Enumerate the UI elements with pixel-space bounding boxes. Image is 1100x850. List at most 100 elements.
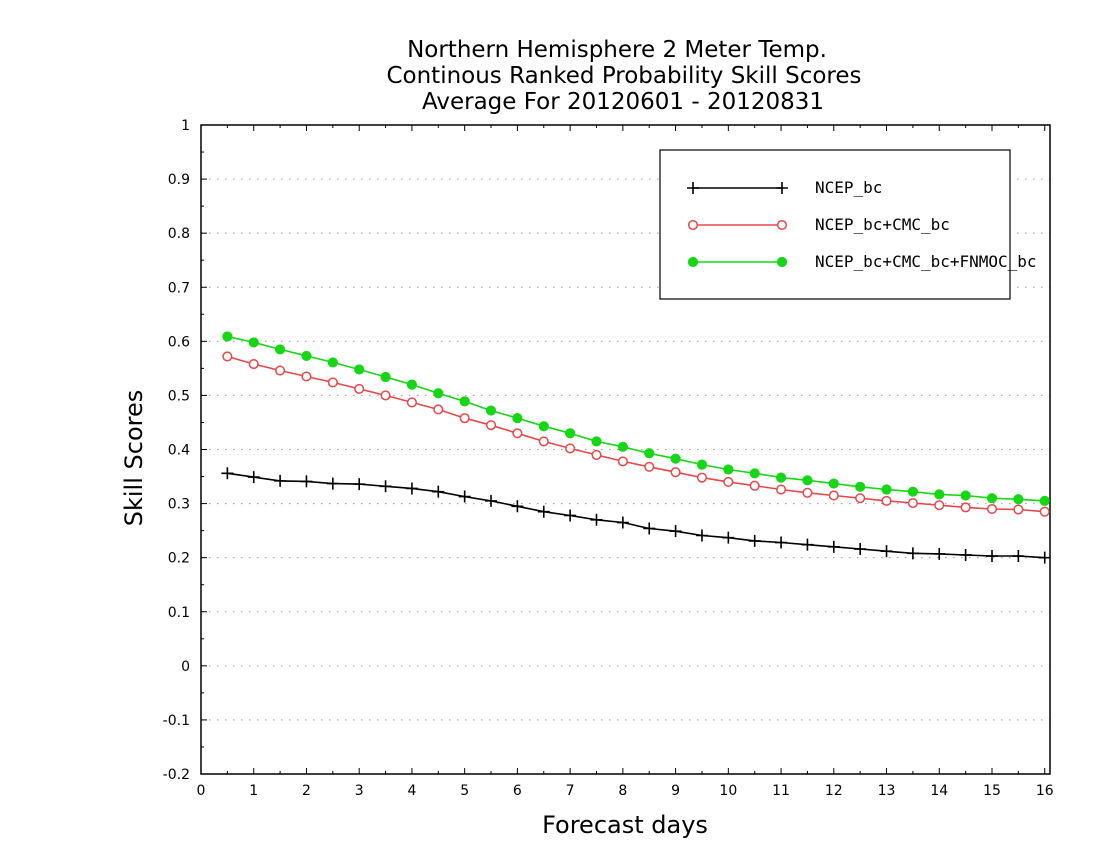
data-point-ncep-bc-cmc-bc-fnmoc-bc [301,350,312,362]
data-point-ncep-bc [643,522,656,535]
data-point-ncep-bc-cmc-bc [512,428,523,439]
data-point-ncep-bc [827,540,840,553]
data-point-ncep-bc-cmc-bc [776,484,787,495]
y-tick-label: 0.3 [168,497,190,513]
data-point-ncep-bc-cmc-bc [907,497,918,509]
data-point-ncep-bc [485,494,498,507]
data-point-ncep-bc [247,471,260,484]
data-point-ncep-bc-cmc-bc [644,461,655,472]
data-point-ncep-bc-cmc-bc [1039,506,1050,517]
legend-marker [687,182,699,194]
series-line-ncep-bc [227,472,1045,559]
data-point-ncep-bc [801,538,814,551]
data-point-ncep-bc-cmc-bc [275,365,286,376]
data-point-ncep-bc [880,545,893,558]
legend-item-ncep-bc-cmc-bc-fnmoc-bc: NCEP_bc+CMC_bc+FNMOC_bc [687,252,1037,271]
data-point-ncep-bc [695,529,708,542]
y-tick-label: -0.1 [163,713,190,729]
x-tick-label: 5 [460,783,469,799]
data-point-ncep-bc-cmc-bc-fnmoc-bc [696,459,708,470]
data-point-ncep-bc [300,475,313,488]
data-point-ncep-bc-cmc-bc [855,493,866,504]
data-point-ncep-bc-cmc-bc-fnmoc-bc [433,388,444,399]
legend: NCEP_bc NCEP_bc+CMC_bc NCEP_bc+CMC_bc+FNMO… [659,149,1037,300]
data-point-ncep-bc-cmc-bc [934,500,945,511]
data-point-ncep-bc-cmc-bc-fnmoc-bc [828,478,839,489]
data-point-ncep-bc-cmc-bc-fnmoc-bc [538,421,549,432]
data-point-ncep-bc-cmc-bc-fnmoc-bc [775,472,787,483]
data-point-ncep-bc-cmc-bc [828,490,839,501]
data-point-ncep-bc-cmc-bc-fnmoc-bc [248,337,259,348]
x-tick-labels: 0 1 2 3 4 5 6 7 8 9 10 11 12 13 14 15 16 [197,783,1054,799]
y-axis-title: Skill Scores [120,390,148,527]
legend-label: NCEP_bc [815,178,882,197]
data-point-ncep-bc [432,485,445,498]
x-tick-label: 4 [407,783,416,799]
data-point-ncep-bc-cmc-bc-fnmoc-bc [406,379,418,390]
x-tick-label: 2 [302,783,311,799]
data-point-ncep-bc-cmc-bc [802,487,813,498]
data-point-ncep-bc [854,543,867,556]
x-tick-label: 15 [983,783,1001,799]
data-point-ncep-bc [564,509,577,522]
legend-label: NCEP_bc+CMC_bc [815,215,950,234]
y-tick-label: 0.2 [168,551,190,567]
title-line-3: Average For 20120601 - 20120831 [422,89,824,115]
x-tick-label: 12 [825,783,843,799]
title-line-1: Northern Hemisphere 2 Meter Temp. [407,37,827,63]
data-point-ncep-bc-cmc-bc [380,390,391,401]
data-point-ncep-bc-cmc-bc [723,476,734,488]
series-line-ncep-bc-cmc-bc-fnmoc-bc [227,335,1045,502]
legend-marker [776,219,788,231]
data-point-ncep-bc-cmc-bc-fnmoc-bc [1039,495,1050,506]
data-point-ncep-bc [590,513,603,526]
title-line-2: Continous Ranked Probability Skill Score… [386,63,861,89]
y-tick-label: 0.4 [168,443,190,459]
legend-label: NCEP_bc+CMC_bc+FNMOC_bc [815,252,1037,271]
data-point-ncep-bc-cmc-bc [1013,504,1024,515]
data-point-ncep-bc-cmc-bc [459,413,470,424]
data-point-ncep-bc-cmc-bc-fnmoc-bc [485,405,497,416]
data-point-ncep-bc [669,525,682,538]
data-point-ncep-bc-cmc-bc-fnmoc-bc [617,441,628,452]
data-point-ncep-bc-cmc-bc [881,495,892,506]
data-point-ncep-bc [616,516,629,529]
x-tick-label: 9 [671,783,680,799]
series-layer [221,331,1051,564]
data-point-ncep-bc-cmc-bc [433,404,444,415]
x-tick-label: 3 [355,783,364,799]
y-tick-label: 1 [181,118,190,134]
data-point-ncep-bc-cmc-bc [986,503,998,515]
x-axis-title: Forecast days [542,811,708,839]
data-point-ncep-bc-cmc-bc-fnmoc-bc [960,490,971,501]
x-tick-label: 10 [719,783,737,799]
data-point-ncep-bc-cmc-bc-fnmoc-bc [459,396,470,407]
data-point-ncep-bc [274,474,287,487]
data-point-ncep-bc [353,478,366,491]
data-point-ncep-bc-cmc-bc-fnmoc-bc [327,357,338,368]
x-tick-label: 0 [197,783,206,799]
legend-item-ncep-bc: NCEP_bc [687,178,882,197]
axis-ticks [200,124,1046,775]
data-point-ncep-bc [537,505,550,518]
x-tick-label: 11 [772,783,790,799]
data-point-ncep-bc-cmc-bc [670,467,681,478]
data-point-ncep-bc [326,477,339,490]
data-point-ncep-bc-cmc-bc-fnmoc-bc [565,428,576,439]
data-point-ncep-bc-cmc-bc [406,397,417,408]
data-point-ncep-bc-cmc-bc-fnmoc-bc [723,464,734,475]
x-tick-label: 14 [930,783,948,799]
data-point-ncep-bc-cmc-bc-fnmoc-bc [934,489,945,500]
data-point-ncep-bc-cmc-bc-fnmoc-bc [274,344,286,355]
x-tick-label: 13 [878,783,896,799]
data-point-ncep-bc [405,482,418,495]
data-point-ncep-bc-cmc-bc-fnmoc-bc [749,468,760,479]
data-point-ncep-bc-cmc-bc [749,480,760,491]
data-point-ncep-bc-cmc-bc-fnmoc-bc [380,371,391,383]
data-point-ncep-bc-cmc-bc-fnmoc-bc [1013,494,1024,505]
legend-marker [776,256,788,268]
legend-item-ncep-bc-cmc-bc: NCEP_bc+CMC_bc [687,215,950,234]
data-point-ncep-bc [458,490,471,503]
data-point-ncep-bc-cmc-bc [301,371,312,382]
